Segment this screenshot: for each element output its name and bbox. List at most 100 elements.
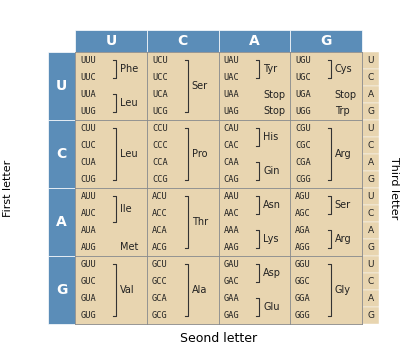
Bar bbox=[362, 137, 380, 154]
Bar bbox=[362, 239, 380, 256]
Text: GUG: GUG bbox=[80, 311, 96, 320]
Bar bbox=[290, 120, 362, 188]
Text: GGC: GGC bbox=[295, 277, 311, 286]
Text: GCC: GCC bbox=[152, 277, 168, 286]
Text: First letter: First letter bbox=[3, 159, 13, 217]
Text: GAG: GAG bbox=[224, 311, 239, 320]
Text: A: A bbox=[249, 34, 260, 48]
Text: CUU: CUU bbox=[80, 124, 96, 133]
Text: GUU: GUU bbox=[80, 260, 96, 269]
Text: Tyr: Tyr bbox=[263, 64, 277, 74]
Text: Leu: Leu bbox=[120, 149, 138, 159]
Text: CGG: CGG bbox=[295, 175, 311, 184]
Bar bbox=[76, 188, 147, 256]
Bar bbox=[76, 52, 147, 120]
Bar bbox=[362, 205, 380, 222]
Text: Third letter: Third letter bbox=[389, 157, 399, 219]
Bar bbox=[218, 256, 290, 324]
Text: Stop: Stop bbox=[263, 106, 285, 117]
Bar bbox=[76, 120, 147, 188]
Text: A: A bbox=[368, 158, 374, 167]
Text: AAG: AAG bbox=[224, 243, 239, 252]
Text: A: A bbox=[368, 294, 374, 303]
Text: Gly: Gly bbox=[335, 285, 351, 295]
Text: UGA: UGA bbox=[295, 90, 311, 99]
Text: AGA: AGA bbox=[295, 226, 311, 235]
Text: UGG: UGG bbox=[295, 107, 311, 116]
Text: G: G bbox=[367, 311, 374, 320]
Text: CAA: CAA bbox=[224, 158, 239, 167]
Text: UAC: UAC bbox=[224, 73, 239, 82]
Text: C: C bbox=[178, 34, 188, 48]
Bar bbox=[290, 256, 362, 324]
Text: Met: Met bbox=[120, 243, 138, 252]
Text: U: U bbox=[56, 79, 67, 93]
Bar bbox=[362, 307, 380, 324]
Text: C: C bbox=[367, 277, 374, 286]
Bar bbox=[147, 256, 218, 324]
Text: GUA: GUA bbox=[80, 294, 96, 303]
Text: GCG: GCG bbox=[152, 311, 168, 320]
Bar bbox=[48, 120, 76, 188]
Text: AUC: AUC bbox=[80, 209, 96, 218]
Text: UAA: UAA bbox=[224, 90, 239, 99]
Text: Gin: Gin bbox=[263, 166, 280, 176]
Text: ACG: ACG bbox=[152, 243, 168, 252]
Text: GAC: GAC bbox=[224, 277, 239, 286]
Text: Glu: Glu bbox=[263, 302, 280, 312]
Text: UGU: UGU bbox=[295, 56, 311, 65]
Text: Ala: Ala bbox=[192, 285, 207, 295]
Text: ACU: ACU bbox=[152, 192, 168, 201]
Bar bbox=[218, 52, 290, 120]
Text: UUC: UUC bbox=[80, 73, 96, 82]
Text: Ser: Ser bbox=[335, 200, 351, 210]
Text: CCG: CCG bbox=[152, 175, 168, 184]
Text: Lys: Lys bbox=[263, 234, 279, 244]
Bar bbox=[147, 120, 218, 188]
Bar bbox=[362, 256, 380, 273]
Text: A: A bbox=[56, 215, 67, 229]
Bar bbox=[76, 30, 147, 52]
Text: Stop: Stop bbox=[335, 90, 357, 99]
Bar bbox=[76, 256, 147, 324]
Text: Phe: Phe bbox=[120, 64, 138, 74]
Bar bbox=[362, 120, 380, 137]
Text: U: U bbox=[367, 56, 374, 65]
Text: G: G bbox=[367, 107, 374, 116]
Text: AUA: AUA bbox=[80, 226, 96, 235]
Text: CUG: CUG bbox=[80, 175, 96, 184]
Text: G: G bbox=[56, 283, 67, 297]
Bar bbox=[48, 256, 76, 324]
Text: GCU: GCU bbox=[152, 260, 168, 269]
Text: U: U bbox=[106, 34, 117, 48]
Text: CAU: CAU bbox=[224, 124, 239, 133]
Text: AGG: AGG bbox=[295, 243, 311, 252]
Bar bbox=[362, 86, 380, 103]
Text: A: A bbox=[368, 90, 374, 99]
Text: ACA: ACA bbox=[152, 226, 168, 235]
Text: UCG: UCG bbox=[152, 107, 168, 116]
Bar bbox=[147, 30, 218, 52]
Bar bbox=[362, 52, 380, 69]
Bar bbox=[290, 52, 362, 120]
Bar bbox=[362, 273, 380, 290]
Text: GAU: GAU bbox=[224, 260, 239, 269]
Text: Trp: Trp bbox=[335, 106, 350, 117]
Bar bbox=[218, 30, 290, 52]
Bar bbox=[362, 69, 380, 86]
Text: G: G bbox=[320, 34, 332, 48]
Text: GGU: GGU bbox=[295, 260, 311, 269]
Text: U: U bbox=[367, 260, 374, 269]
Text: Arg: Arg bbox=[335, 149, 351, 159]
Bar bbox=[362, 290, 380, 307]
Text: CGA: CGA bbox=[295, 158, 311, 167]
Text: AGU: AGU bbox=[295, 192, 311, 201]
Text: UCU: UCU bbox=[152, 56, 168, 65]
Text: CAG: CAG bbox=[224, 175, 239, 184]
Text: G: G bbox=[367, 243, 374, 252]
Text: AAU: AAU bbox=[224, 192, 239, 201]
Bar bbox=[48, 52, 76, 120]
Text: UAG: UAG bbox=[224, 107, 239, 116]
Text: C: C bbox=[56, 147, 67, 161]
Text: AUU: AUU bbox=[80, 192, 96, 201]
